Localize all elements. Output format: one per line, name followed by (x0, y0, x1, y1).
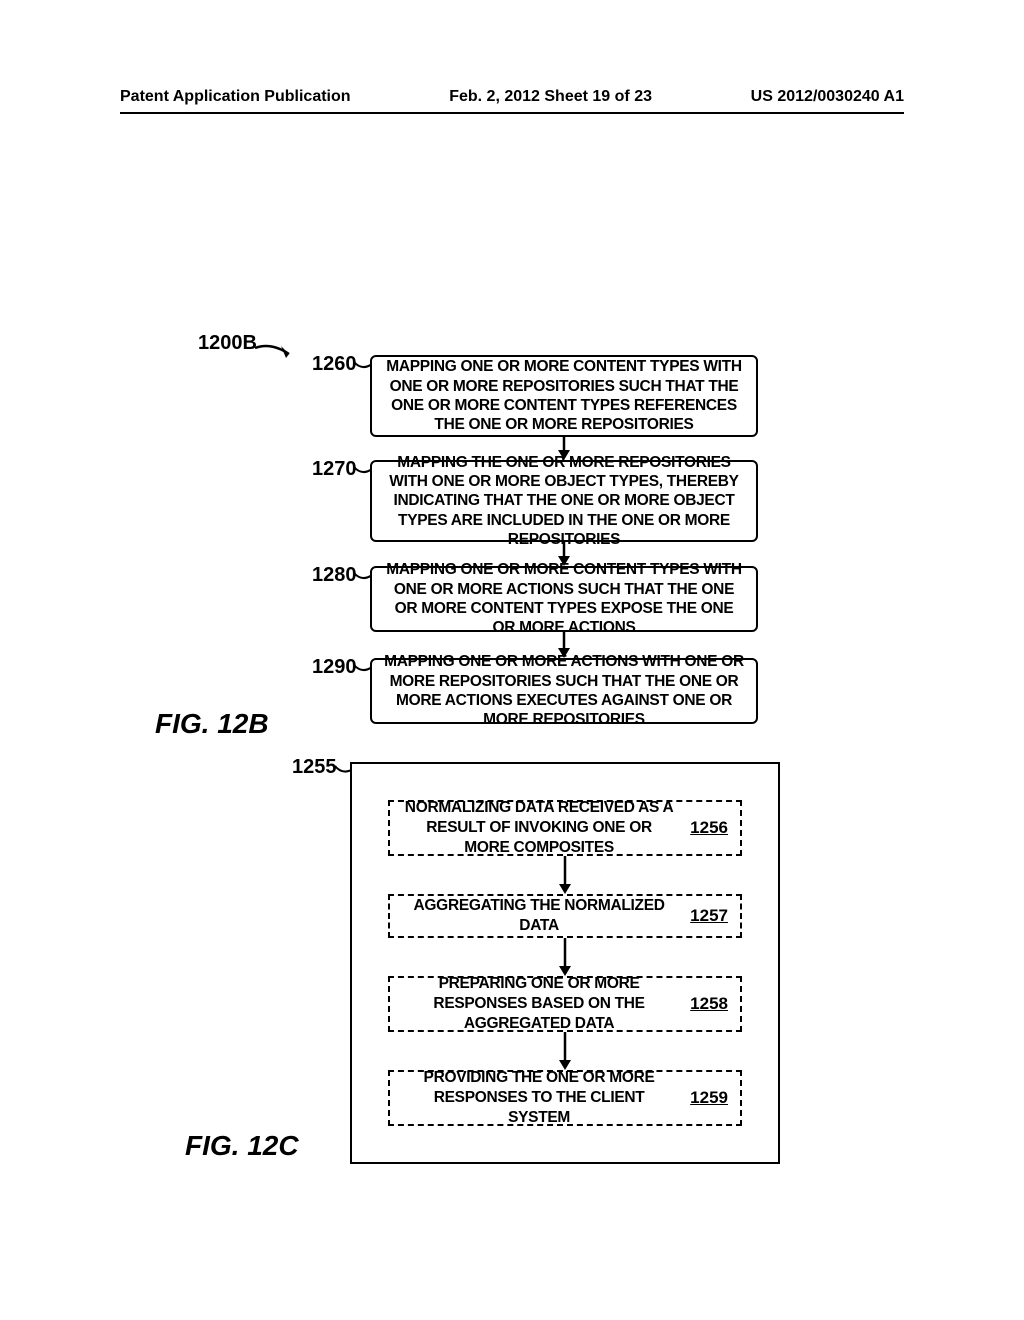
curved-arrow-icon (253, 340, 299, 364)
inner-box-ref: 1257 (690, 906, 728, 926)
ref-label-1260: 1260 (312, 353, 357, 376)
figure-label-12b: FIG. 12B (155, 708, 269, 740)
arrow-down-icon (555, 856, 575, 894)
flow-box-text: MAPPING ONE OR MORE CONTENT TYPES WITH O… (384, 560, 744, 638)
inner-box-text: AGGREGATING THE NORMALIZED DATA (402, 896, 676, 936)
header-left: Patent Application Publication (120, 88, 351, 106)
arrow-down-icon (555, 1032, 575, 1070)
flow-box-1260: MAPPING ONE OR MORE CONTENT TYPES WITH O… (370, 355, 758, 437)
flow-box-1290: MAPPING ONE OR MORE ACTIONS WITH ONE OR … (370, 658, 758, 724)
inner-box-1257: AGGREGATING THE NORMALIZED DATA 1257 (388, 894, 742, 938)
flow-reference-label-1200b: 1200B (198, 332, 257, 355)
arrow-down-icon (554, 437, 574, 460)
header-center: Feb. 2, 2012 Sheet 19 of 23 (449, 88, 652, 106)
header-right: US 2012/0030240 A1 (751, 88, 904, 106)
flow-box-1280: MAPPING ONE OR MORE CONTENT TYPES WITH O… (370, 566, 758, 632)
arrow-down-icon (554, 542, 574, 566)
page-header: Patent Application Publication Feb. 2, 2… (0, 88, 1024, 106)
arrow-down-icon (555, 938, 575, 976)
inner-box-ref: 1256 (690, 818, 728, 838)
inner-box-text: PREPARING ONE OR MORE RESPONSES BASED ON… (402, 974, 676, 1034)
inner-box-ref: 1259 (690, 1088, 728, 1108)
inner-box-1258: PREPARING ONE OR MORE RESPONSES BASED ON… (388, 976, 742, 1032)
flow-box-text: MAPPING ONE OR MORE ACTIONS WITH ONE OR … (384, 652, 744, 730)
figure-label-12c: FIG. 12C (185, 1130, 299, 1162)
header-divider (120, 112, 904, 114)
inner-box-text: PROVIDING THE ONE OR MORE RESPONSES TO T… (402, 1068, 676, 1128)
ref-label-1280: 1280 (312, 564, 357, 587)
flow-box-text: MAPPING ONE OR MORE CONTENT TYPES WITH O… (384, 357, 744, 435)
ref-label-1255: 1255 (292, 756, 337, 779)
inner-box-1256: NORMALIZING DATA RECEIVED AS A RESULT OF… (388, 800, 742, 856)
flow-box-1270: MAPPING THE ONE OR MORE REPOSITORIES WIT… (370, 460, 758, 542)
flow-box-text: MAPPING THE ONE OR MORE REPOSITORIES WIT… (384, 453, 744, 550)
arrow-down-icon (554, 632, 574, 658)
ref-label-1290: 1290 (312, 656, 357, 679)
ref-label-1270: 1270 (312, 458, 357, 481)
inner-box-1259: PROVIDING THE ONE OR MORE RESPONSES TO T… (388, 1070, 742, 1126)
inner-box-ref: 1258 (690, 994, 728, 1014)
inner-box-text: NORMALIZING DATA RECEIVED AS A RESULT OF… (402, 798, 676, 858)
